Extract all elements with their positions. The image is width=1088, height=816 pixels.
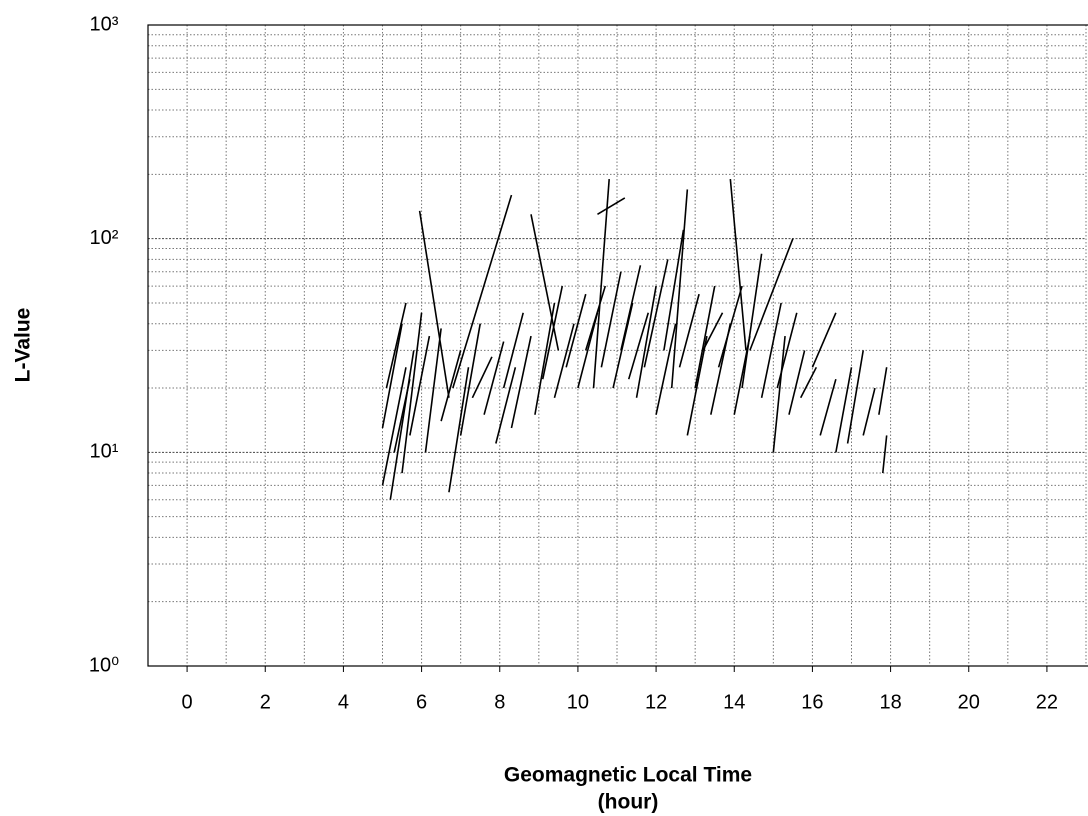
track bbox=[483, 341, 505, 415]
track bbox=[401, 312, 423, 474]
track bbox=[448, 367, 470, 493]
track bbox=[678, 293, 700, 368]
x-tick-label: 12 bbox=[645, 691, 667, 713]
x-tick-label: 8 bbox=[494, 691, 505, 713]
track bbox=[577, 312, 599, 389]
track bbox=[819, 378, 837, 436]
x-tick-label: 22 bbox=[1036, 691, 1058, 713]
track bbox=[459, 323, 481, 436]
y-axis-label: L-Value bbox=[12, 308, 35, 383]
x-axis-label: Geomagnetic Local Time bbox=[504, 764, 752, 787]
track bbox=[584, 285, 607, 351]
track bbox=[749, 238, 794, 351]
track bbox=[530, 214, 560, 351]
track bbox=[741, 253, 763, 389]
track bbox=[878, 367, 888, 415]
plot-frame bbox=[147, 24, 1088, 667]
track bbox=[553, 323, 575, 398]
track bbox=[393, 379, 411, 453]
x-tick-label: 18 bbox=[879, 691, 901, 713]
track bbox=[670, 189, 689, 389]
track bbox=[418, 210, 450, 398]
track bbox=[592, 179, 610, 389]
x-tick-label: 10 bbox=[567, 691, 589, 713]
track bbox=[612, 302, 634, 389]
track bbox=[635, 285, 657, 398]
x-tick-label: 20 bbox=[958, 691, 980, 713]
y-tick-label: 10⁰ bbox=[89, 654, 119, 676]
track bbox=[835, 367, 853, 453]
track bbox=[643, 259, 669, 368]
x-tick-label: 16 bbox=[801, 691, 823, 713]
track bbox=[627, 312, 650, 380]
x-tick-label: 6 bbox=[416, 691, 427, 713]
track bbox=[686, 335, 708, 436]
track bbox=[655, 323, 677, 415]
track bbox=[772, 336, 786, 453]
track bbox=[881, 435, 888, 474]
track bbox=[702, 312, 724, 351]
track bbox=[799, 366, 818, 399]
track bbox=[663, 229, 685, 351]
track bbox=[760, 302, 782, 398]
track bbox=[424, 328, 442, 453]
track bbox=[510, 335, 532, 429]
track bbox=[381, 367, 407, 486]
track bbox=[389, 350, 415, 500]
track bbox=[409, 335, 431, 436]
track bbox=[381, 323, 403, 429]
track bbox=[471, 356, 493, 399]
y-tick-label: 10² bbox=[90, 227, 119, 249]
x-tick-label: 2 bbox=[260, 691, 271, 713]
track bbox=[811, 312, 837, 368]
track bbox=[862, 387, 876, 436]
track bbox=[534, 302, 556, 415]
y-tick-label: 10³ bbox=[90, 13, 119, 35]
track bbox=[502, 312, 524, 389]
y-tick-label: 10¹ bbox=[90, 441, 119, 463]
track bbox=[846, 350, 865, 444]
x-tick-label: 0 bbox=[182, 691, 193, 713]
track bbox=[495, 367, 517, 444]
track bbox=[620, 265, 642, 351]
track bbox=[776, 312, 798, 389]
track bbox=[600, 271, 622, 368]
track bbox=[452, 194, 513, 389]
track bbox=[717, 285, 743, 368]
x-axis-unit: (hour) bbox=[598, 791, 659, 814]
x-tick-label: 14 bbox=[723, 691, 745, 713]
track bbox=[597, 197, 626, 216]
track bbox=[440, 350, 462, 422]
track bbox=[385, 302, 407, 389]
track bbox=[729, 179, 747, 351]
x-tick-label: 4 bbox=[338, 691, 349, 713]
track bbox=[694, 285, 716, 389]
track bbox=[788, 350, 806, 415]
track bbox=[565, 293, 587, 368]
track bbox=[541, 285, 564, 380]
